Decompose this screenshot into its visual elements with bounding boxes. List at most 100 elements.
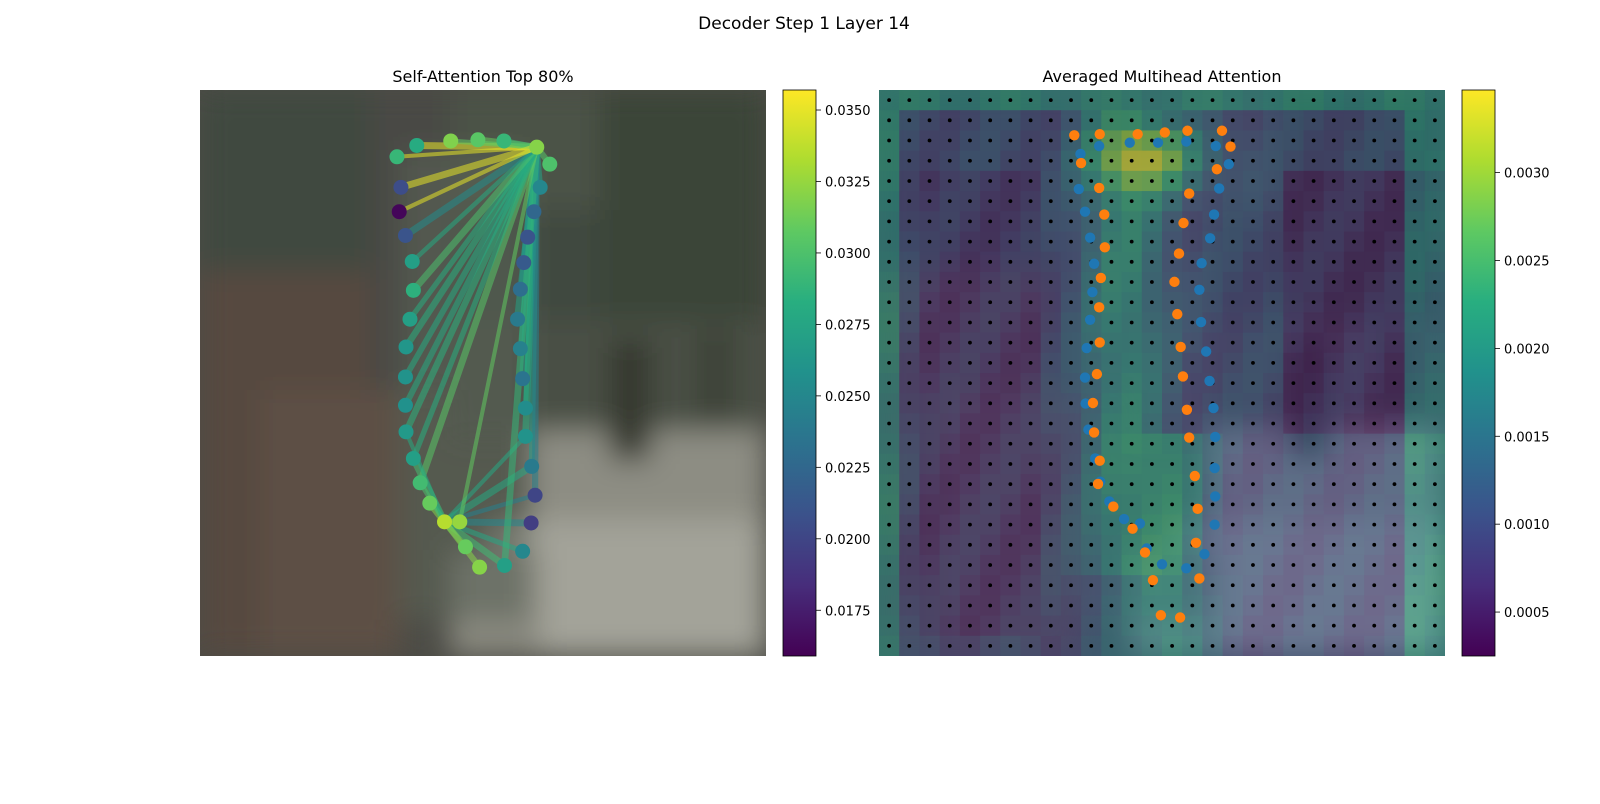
- reference-point: [1048, 340, 1053, 345]
- reference-point: [1028, 280, 1033, 284]
- reference-point: [1210, 643, 1215, 648]
- reference-point: [1271, 98, 1276, 103]
- reference-point: [1069, 643, 1073, 648]
- reference-point: [1028, 522, 1033, 527]
- reference-point: [1089, 462, 1094, 466]
- reference-point: [1392, 643, 1397, 648]
- reference-point: [1392, 118, 1397, 123]
- reference-point: [1352, 583, 1356, 588]
- reference-point: [1291, 603, 1296, 608]
- reference-point: [927, 360, 932, 365]
- reference-point: [1251, 401, 1255, 406]
- reference-point: [1028, 482, 1033, 487]
- reference-point: [1109, 563, 1114, 567]
- reference-point: [1291, 340, 1296, 345]
- colorbar-tick-label: 0.0005: [1504, 606, 1550, 621]
- reference-point: [1291, 179, 1296, 183]
- reference-point: [1291, 522, 1296, 527]
- reference-point: [1149, 340, 1154, 345]
- reference-point: [1048, 603, 1053, 608]
- reference-point: [1170, 462, 1175, 466]
- sampling-point-blue: [1152, 137, 1164, 148]
- reference-point: [1069, 462, 1073, 466]
- reference-point: [1028, 441, 1033, 446]
- reference-point: [1028, 603, 1033, 608]
- reference-point: [1251, 259, 1255, 264]
- reference-point: [1089, 280, 1094, 284]
- attention-point: [517, 400, 533, 416]
- colorbar-tick-label: 0.0300: [825, 247, 871, 262]
- reference-point: [1149, 360, 1154, 365]
- reference-point: [927, 158, 932, 163]
- reference-point: [968, 259, 972, 264]
- reference-point: [1291, 199, 1296, 204]
- reference-point: [1311, 219, 1316, 224]
- reference-point: [1331, 643, 1336, 648]
- reference-point: [1190, 320, 1195, 325]
- reference-point: [1432, 401, 1437, 406]
- reference-point: [988, 98, 993, 103]
- reference-point: [1352, 603, 1356, 608]
- reference-point: [1392, 502, 1397, 507]
- reference-point: [947, 219, 952, 224]
- reference-point: [1412, 462, 1417, 466]
- reference-point: [1149, 158, 1154, 163]
- sampling-point-blue: [1223, 158, 1234, 170]
- reference-point: [907, 643, 912, 648]
- reference-point: [1048, 381, 1053, 386]
- reference-point: [1069, 259, 1073, 264]
- reference-point: [1048, 563, 1053, 567]
- reference-point: [1432, 158, 1437, 163]
- reference-point: [1331, 98, 1336, 103]
- sampling-point-orange: [1172, 308, 1183, 320]
- sampling-point-orange: [1099, 209, 1110, 220]
- reference-point: [1271, 441, 1276, 446]
- reference-point: [1372, 381, 1377, 386]
- reference-point: [1230, 482, 1235, 487]
- reference-point: [1230, 623, 1235, 628]
- reference-point: [1008, 421, 1013, 426]
- reference-point: [1432, 179, 1437, 183]
- reference-point: [1170, 482, 1175, 487]
- reference-point: [1432, 583, 1437, 588]
- reference-point: [947, 563, 952, 567]
- reference-point: [988, 360, 993, 365]
- sampling-point-orange: [1183, 188, 1195, 199]
- reference-point: [1170, 118, 1175, 123]
- reference-point: [1210, 441, 1215, 446]
- figure-title: Decoder Step 1 Layer 14: [698, 14, 910, 34]
- reference-point: [1412, 118, 1417, 123]
- reference-point: [1311, 300, 1316, 305]
- reference-point: [1048, 360, 1053, 365]
- reference-point: [988, 219, 993, 224]
- reference-point: [1251, 320, 1255, 325]
- reference-point: [1170, 340, 1175, 345]
- reference-point: [1089, 179, 1094, 183]
- reference-point: [1251, 98, 1255, 103]
- reference-point: [887, 98, 892, 103]
- reference-point: [927, 623, 932, 628]
- reference-point: [1291, 462, 1296, 466]
- reference-point: [988, 441, 993, 446]
- reference-point: [968, 401, 972, 406]
- reference-point: [1372, 542, 1377, 547]
- attention-link: [441, 462, 536, 526]
- reference-point: [1372, 280, 1377, 284]
- reference-point: [1230, 138, 1235, 143]
- reference-point: [907, 421, 912, 426]
- reference-point: [927, 542, 932, 547]
- reference-point: [1210, 623, 1215, 628]
- reference-point: [1251, 219, 1255, 224]
- sampling-point-blue: [1209, 462, 1220, 474]
- reference-point: [1109, 360, 1114, 365]
- reference-point: [1412, 502, 1417, 507]
- reference-point: [887, 259, 892, 264]
- reference-point: [1432, 320, 1437, 325]
- sampling-point-orange: [1178, 217, 1189, 229]
- reference-point: [927, 381, 932, 386]
- reference-point: [968, 623, 972, 628]
- reference-point: [1109, 441, 1114, 446]
- reference-point: [1412, 583, 1417, 588]
- reference-point: [1028, 158, 1033, 163]
- reference-point: [1392, 583, 1397, 588]
